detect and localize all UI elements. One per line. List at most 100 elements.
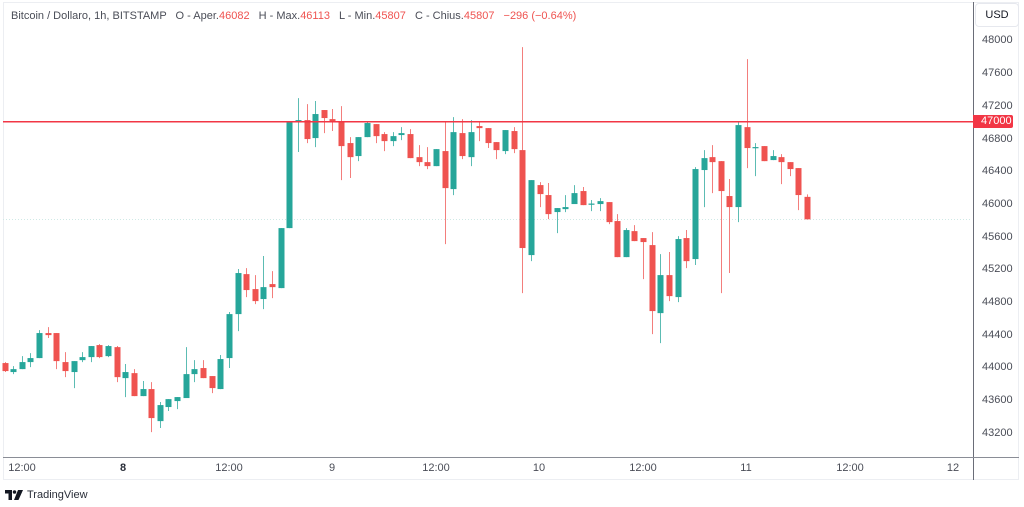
symbol-title[interactable]: Bitcoin / Dollaro, 1h, BITSTAMP bbox=[11, 10, 167, 22]
candle-down bbox=[2, 362, 9, 373]
candle-down bbox=[580, 187, 587, 206]
candle-up bbox=[675, 236, 682, 303]
candle-up bbox=[390, 132, 397, 147]
candle-down bbox=[96, 344, 103, 359]
candle-up bbox=[692, 167, 699, 266]
candle-down bbox=[666, 252, 673, 302]
candle-down bbox=[787, 162, 794, 177]
candle-up bbox=[79, 352, 86, 363]
candle-up bbox=[502, 130, 509, 155]
candle-up bbox=[36, 330, 43, 359]
candle-down bbox=[114, 346, 121, 383]
horizontal-line-price-label: 47000 bbox=[973, 115, 1013, 128]
time-tick: 12:00 bbox=[629, 462, 657, 474]
candle-down bbox=[269, 271, 276, 299]
candle-down bbox=[683, 230, 690, 269]
price-tick: 45600 bbox=[982, 231, 1013, 243]
price-tick: 44000 bbox=[982, 361, 1013, 373]
chart-frame bbox=[3, 2, 1019, 480]
candle-up bbox=[295, 98, 302, 153]
currency-button[interactable]: USD bbox=[975, 3, 1019, 27]
candle-up bbox=[468, 120, 475, 167]
candle-up bbox=[752, 143, 759, 177]
candle-up bbox=[657, 254, 664, 344]
brand-name: TradingView bbox=[27, 489, 88, 501]
symbol-legend: Bitcoin / Dollaro, 1h, BITSTAMP O - Aper… bbox=[11, 9, 576, 23]
candle-up bbox=[735, 122, 742, 223]
candle-up bbox=[88, 346, 95, 363]
high-label: H - Max. bbox=[258, 10, 301, 22]
close-label: C - Chius. bbox=[414, 10, 464, 22]
candle-down bbox=[459, 119, 466, 160]
candle-down bbox=[347, 137, 354, 179]
price-tick: 48000 bbox=[982, 34, 1013, 46]
candle-up bbox=[770, 150, 777, 161]
candle-up bbox=[217, 355, 224, 390]
price-tick: 47600 bbox=[982, 67, 1013, 79]
candle-down bbox=[631, 225, 638, 242]
candle-down bbox=[606, 202, 613, 225]
legend-low: L - Min.45807 bbox=[339, 10, 409, 22]
candle-up bbox=[19, 356, 26, 370]
candle-down bbox=[649, 232, 656, 335]
candle-down bbox=[614, 214, 621, 258]
legend-close: C - Chius.45807 bbox=[415, 10, 498, 22]
candlestick-plot[interactable] bbox=[0, 0, 973, 457]
candle-down bbox=[373, 124, 380, 144]
low-value: 45807 bbox=[375, 10, 406, 22]
candle-down bbox=[252, 275, 259, 305]
candle-up bbox=[165, 399, 172, 412]
candle-down bbox=[338, 106, 345, 181]
tradingview-brand[interactable]: TradingView bbox=[5, 488, 88, 502]
candle-down bbox=[476, 121, 483, 142]
open-value: 46082 bbox=[218, 10, 250, 22]
candles-layer bbox=[2, 47, 973, 433]
candle-up bbox=[226, 312, 233, 369]
time-tick-day: 8 bbox=[119, 462, 127, 474]
candle-up bbox=[140, 381, 147, 397]
candle-up bbox=[286, 121, 293, 229]
time-tick: 12:00 bbox=[215, 462, 243, 474]
candle-down bbox=[416, 145, 423, 167]
candle-down bbox=[407, 129, 414, 159]
candle-up bbox=[174, 397, 181, 410]
candle-up bbox=[10, 366, 17, 375]
candle-up bbox=[278, 228, 285, 289]
candle-down bbox=[778, 154, 785, 185]
candle-down bbox=[511, 127, 518, 154]
candle-up bbox=[260, 256, 267, 310]
candle-up bbox=[27, 353, 34, 368]
candle-up bbox=[398, 127, 405, 141]
candle-down bbox=[485, 128, 492, 149]
candle-down bbox=[148, 382, 155, 433]
candle-down bbox=[200, 360, 207, 379]
legend-high: H - Max.46113 bbox=[259, 10, 333, 22]
candle-up bbox=[183, 347, 190, 399]
candle-down bbox=[381, 132, 388, 152]
price-tick: 43600 bbox=[982, 394, 1013, 406]
time-tick-day: 9 bbox=[328, 462, 336, 474]
candle-up bbox=[191, 360, 198, 383]
candle-down bbox=[209, 376, 216, 394]
candle-up bbox=[562, 195, 569, 213]
candle-up bbox=[122, 364, 129, 398]
low-label: L - Min. bbox=[339, 10, 376, 22]
candle-up bbox=[364, 122, 371, 138]
candle-up bbox=[701, 150, 708, 208]
open-label: O - Aper. bbox=[175, 10, 219, 22]
candle-up bbox=[623, 228, 630, 258]
candle-up bbox=[235, 269, 242, 332]
candle-down bbox=[45, 327, 52, 339]
candle-up bbox=[312, 101, 319, 148]
candle-down bbox=[744, 59, 751, 169]
candle-up bbox=[588, 200, 595, 212]
candle-down bbox=[442, 121, 449, 245]
candle-down bbox=[329, 109, 336, 132]
candle-down bbox=[537, 182, 544, 208]
candle-up bbox=[71, 361, 78, 389]
candle-up bbox=[157, 402, 164, 429]
price-tick: 46000 bbox=[982, 198, 1013, 210]
candle-up bbox=[528, 180, 535, 262]
price-change: −296 (−0.64%) bbox=[503, 10, 577, 22]
candle-down bbox=[493, 142, 500, 160]
